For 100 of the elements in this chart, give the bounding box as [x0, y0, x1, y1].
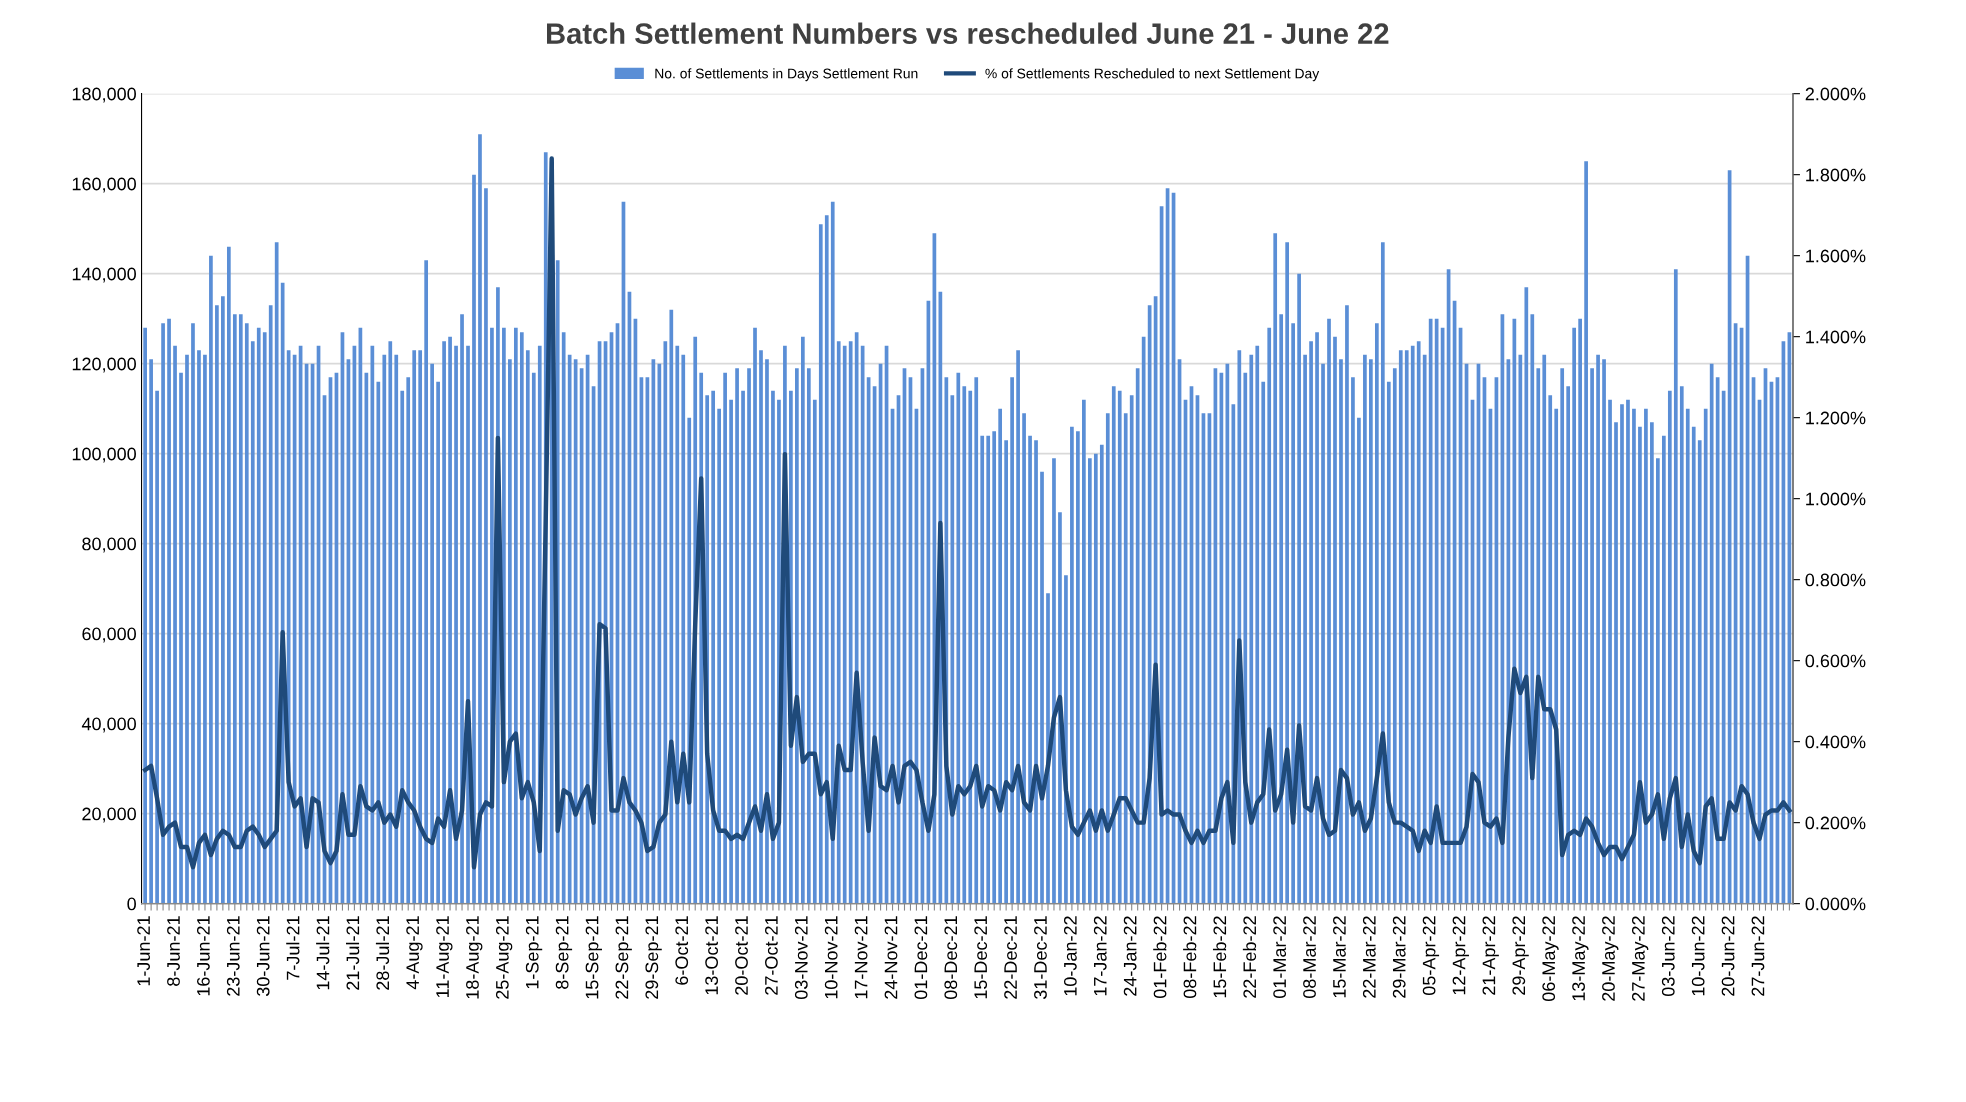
bar: [525, 350, 530, 904]
bar: [173, 345, 177, 904]
x-tick-label: 10-Jan-22: [1063, 916, 1077, 996]
bar: [370, 345, 375, 904]
x-tick-label: 30-Jun-21: [256, 916, 270, 997]
x-tick-label: 15-Sep-21: [585, 916, 602, 999]
x-tick-label: 01-Feb-22: [1153, 916, 1167, 999]
bar: [232, 314, 237, 904]
y-tick-label: 20,000: [82, 807, 136, 823]
x-tick-label: 03-Nov-21: [794, 916, 808, 1000]
x-tick-label: 24-Jan-22: [1123, 916, 1137, 996]
x-tick-label: 29-Sep-21: [645, 916, 662, 999]
x-tick-label: 14-Jul-21: [316, 916, 330, 990]
bar: [806, 368, 811, 904]
bar: [1351, 377, 1355, 904]
legend-label: % of Settlements Rescheduled to next Settlement Day: [985, 68, 1320, 82]
x-tick-label: 20-Jun-22: [1721, 916, 1735, 996]
bar: [657, 363, 662, 904]
bar: [1596, 354, 1600, 904]
bar: [209, 255, 213, 904]
bar: [400, 390, 405, 904]
y-tick-label: 40,000: [81, 717, 136, 733]
x-tick-label: 6-Oct-21: [675, 916, 689, 985]
bar: [226, 246, 231, 904]
bar: [508, 359, 512, 904]
x-tick-label: 27-May-22: [1631, 916, 1649, 1001]
bar: [1141, 336, 1146, 904]
legend-label: No. of Settlements in Days Settlement Run: [655, 68, 918, 82]
bar: [1548, 395, 1553, 904]
bar: [1608, 399, 1612, 904]
bar: [454, 345, 458, 904]
bar: [1028, 435, 1032, 904]
bar: [741, 390, 745, 904]
bar: [753, 327, 757, 904]
bar: [1135, 368, 1140, 904]
line-series: [142, 156, 1792, 870]
bar: [376, 381, 381, 904]
bar: [1386, 381, 1391, 904]
bar: [1410, 345, 1415, 904]
bar: [1016, 350, 1020, 904]
bar: [1428, 318, 1433, 904]
bar: [800, 336, 805, 904]
bar: [729, 399, 733, 904]
bar: [424, 260, 429, 904]
bar: [759, 350, 763, 904]
y2-tick-label: 1.200%: [1806, 411, 1866, 425]
bar: [1656, 458, 1660, 904]
bar: [430, 363, 434, 904]
bar: [1255, 345, 1260, 904]
bar: [1315, 332, 1319, 904]
x-tick-label: 11-Aug-21: [436, 916, 453, 998]
bar: [711, 390, 716, 904]
x-tick-label: 01-Mar-22: [1273, 916, 1287, 999]
chart-title: Batch Settlement Numbers vs rescheduled June 21 - June 22: [547, 22, 1389, 44]
bar: [1715, 377, 1720, 904]
bar: [1542, 354, 1547, 904]
bar: [1650, 422, 1654, 904]
x-tick-label: 06-May-22: [1542, 916, 1559, 1002]
bar: [1398, 350, 1403, 904]
bar: [1273, 233, 1278, 904]
x-tick-label: 15-Dec-21: [974, 916, 988, 999]
x-tick-label: 27-Jun-22: [1751, 916, 1765, 996]
bar: [723, 372, 727, 904]
bar: [962, 386, 967, 904]
x-tick-label: 21-Jul-21: [345, 916, 360, 990]
bar: [1691, 426, 1696, 904]
bar: [980, 435, 985, 904]
bar: [1303, 354, 1307, 904]
x-tick-label: 13-May-22: [1572, 916, 1589, 1001]
bar: [203, 354, 207, 904]
bar: [1004, 440, 1008, 904]
x-tick-label: 22-Sep-21: [615, 916, 632, 999]
x-tick-label: 21-Apr-22: [1482, 916, 1499, 995]
y2-tick-label: 1.400%: [1806, 330, 1866, 344]
y-tick-label: 120,000: [72, 357, 136, 373]
x-tick-label: 12-Apr-22: [1452, 916, 1469, 995]
y-tick-label: 0: [127, 897, 136, 911]
x-tick-label: 08-Dec-21: [944, 916, 958, 1000]
bar: [956, 372, 961, 904]
x-tick-label: 31-Dec-21: [1034, 916, 1047, 1000]
x-tick-label: 4-Aug-21: [406, 916, 423, 990]
y2-tick-label: 1.800%: [1806, 168, 1866, 182]
x-tick-label: 03-Jun-22: [1661, 916, 1675, 997]
bar: [1703, 408, 1708, 904]
x-tick-label: 18-Aug-21: [466, 916, 483, 999]
y-tick-label: 180,000: [72, 87, 136, 103]
bar: [412, 350, 417, 904]
bar: [1709, 363, 1714, 904]
bar: [513, 327, 518, 904]
bar: [675, 345, 680, 904]
bar: [262, 332, 267, 904]
bar: [1285, 242, 1290, 904]
bar: [1087, 458, 1092, 904]
bar: [1129, 395, 1134, 904]
x-tick-label: 25-Aug-21: [495, 916, 513, 999]
bar: [1374, 323, 1379, 904]
bar: [1578, 318, 1582, 904]
bar: [1076, 431, 1080, 904]
x-tick-label: 29-Apr-22: [1512, 916, 1529, 995]
bar: [992, 431, 997, 904]
